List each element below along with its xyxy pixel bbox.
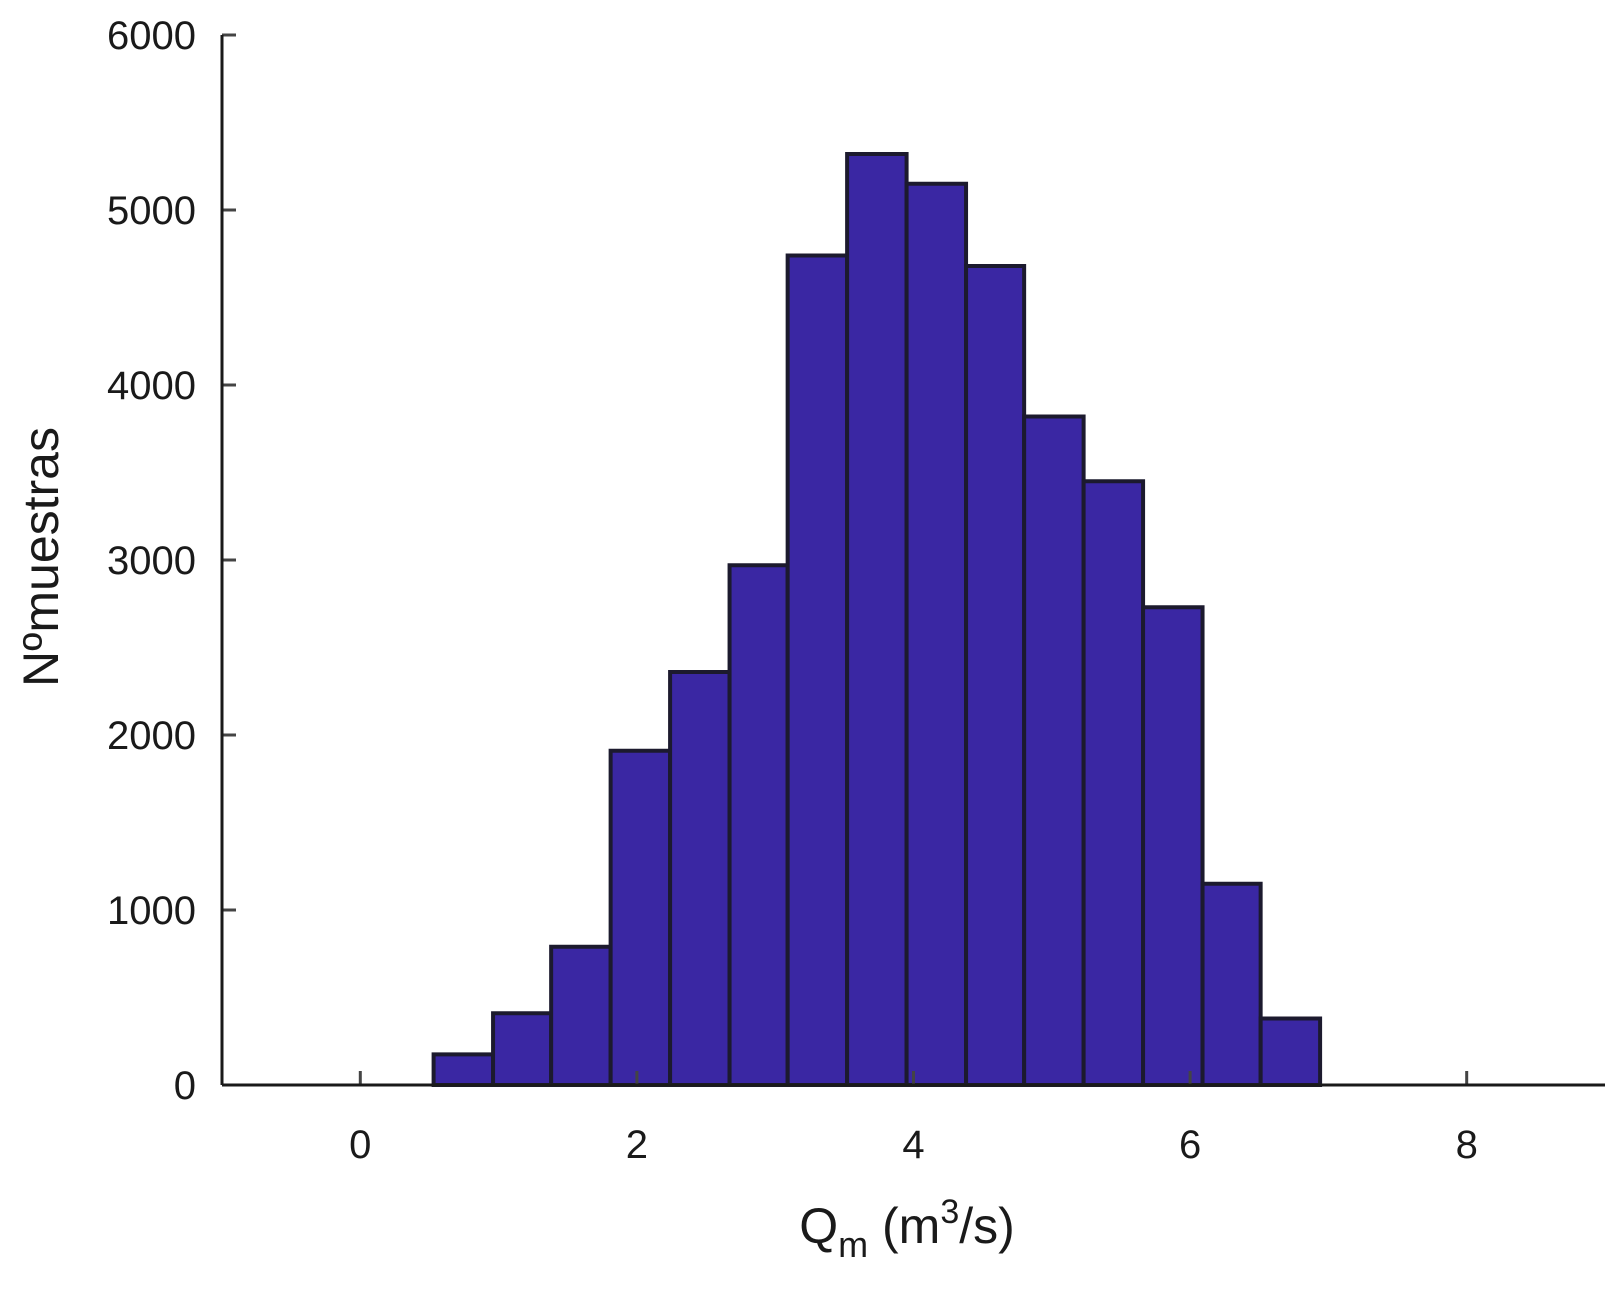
x-ticks: 0 2 4 6 8 <box>349 1071 1478 1167</box>
y-tick-label: 3000 <box>107 539 196 583</box>
histogram-bar <box>904 181 969 1087</box>
histogram-bar <box>668 670 732 1087</box>
histogram-bar <box>431 1052 496 1087</box>
histogram-bar <box>549 944 613 1087</box>
x-tick-label: 8 <box>1456 1123 1478 1167</box>
bars-group <box>431 152 1323 1087</box>
histogram-bar <box>1141 605 1205 1087</box>
histogram-bar <box>1258 1016 1323 1087</box>
x-tick-label: 2 <box>626 1123 648 1167</box>
histogram-bar <box>1200 881 1263 1087</box>
x-axis-label-pre: (m <box>882 1198 940 1254</box>
y-tick-label: 4000 <box>107 364 196 408</box>
y-ticks: 0 1000 2000 3000 4000 5000 6000 <box>107 14 236 1108</box>
x-axis-label-sup: 3 <box>940 1193 959 1231</box>
histogram-bar <box>845 152 909 1087</box>
y-tick-label: 2000 <box>107 714 196 758</box>
x-axis-label: Qm (m3/s) <box>799 1193 1015 1265</box>
histogram-bar <box>1022 414 1086 1087</box>
x-tick-label: 0 <box>349 1123 371 1167</box>
x-axis-label-main: Q <box>799 1198 838 1254</box>
y-axis-label: Nºmuestras <box>13 427 69 687</box>
y-tick-label: 6000 <box>107 14 196 58</box>
histogram-bar <box>964 264 1027 1087</box>
x-tick-label: 6 <box>1179 1123 1201 1167</box>
x-axis-label-sub: m <box>838 1224 868 1265</box>
histogram-bar <box>1081 479 1146 1087</box>
y-tick-label: 0 <box>174 1064 196 1108</box>
histogram-bar <box>491 1011 554 1087</box>
x-axis-label-post: /s) <box>959 1198 1015 1254</box>
x-tick-label: 4 <box>902 1123 924 1167</box>
histogram-bar <box>727 563 790 1087</box>
y-tick-label: 5000 <box>107 189 196 233</box>
y-tick-label: 1000 <box>107 889 196 933</box>
histogram-bar <box>785 253 850 1087</box>
histogram-bar <box>608 748 673 1087</box>
